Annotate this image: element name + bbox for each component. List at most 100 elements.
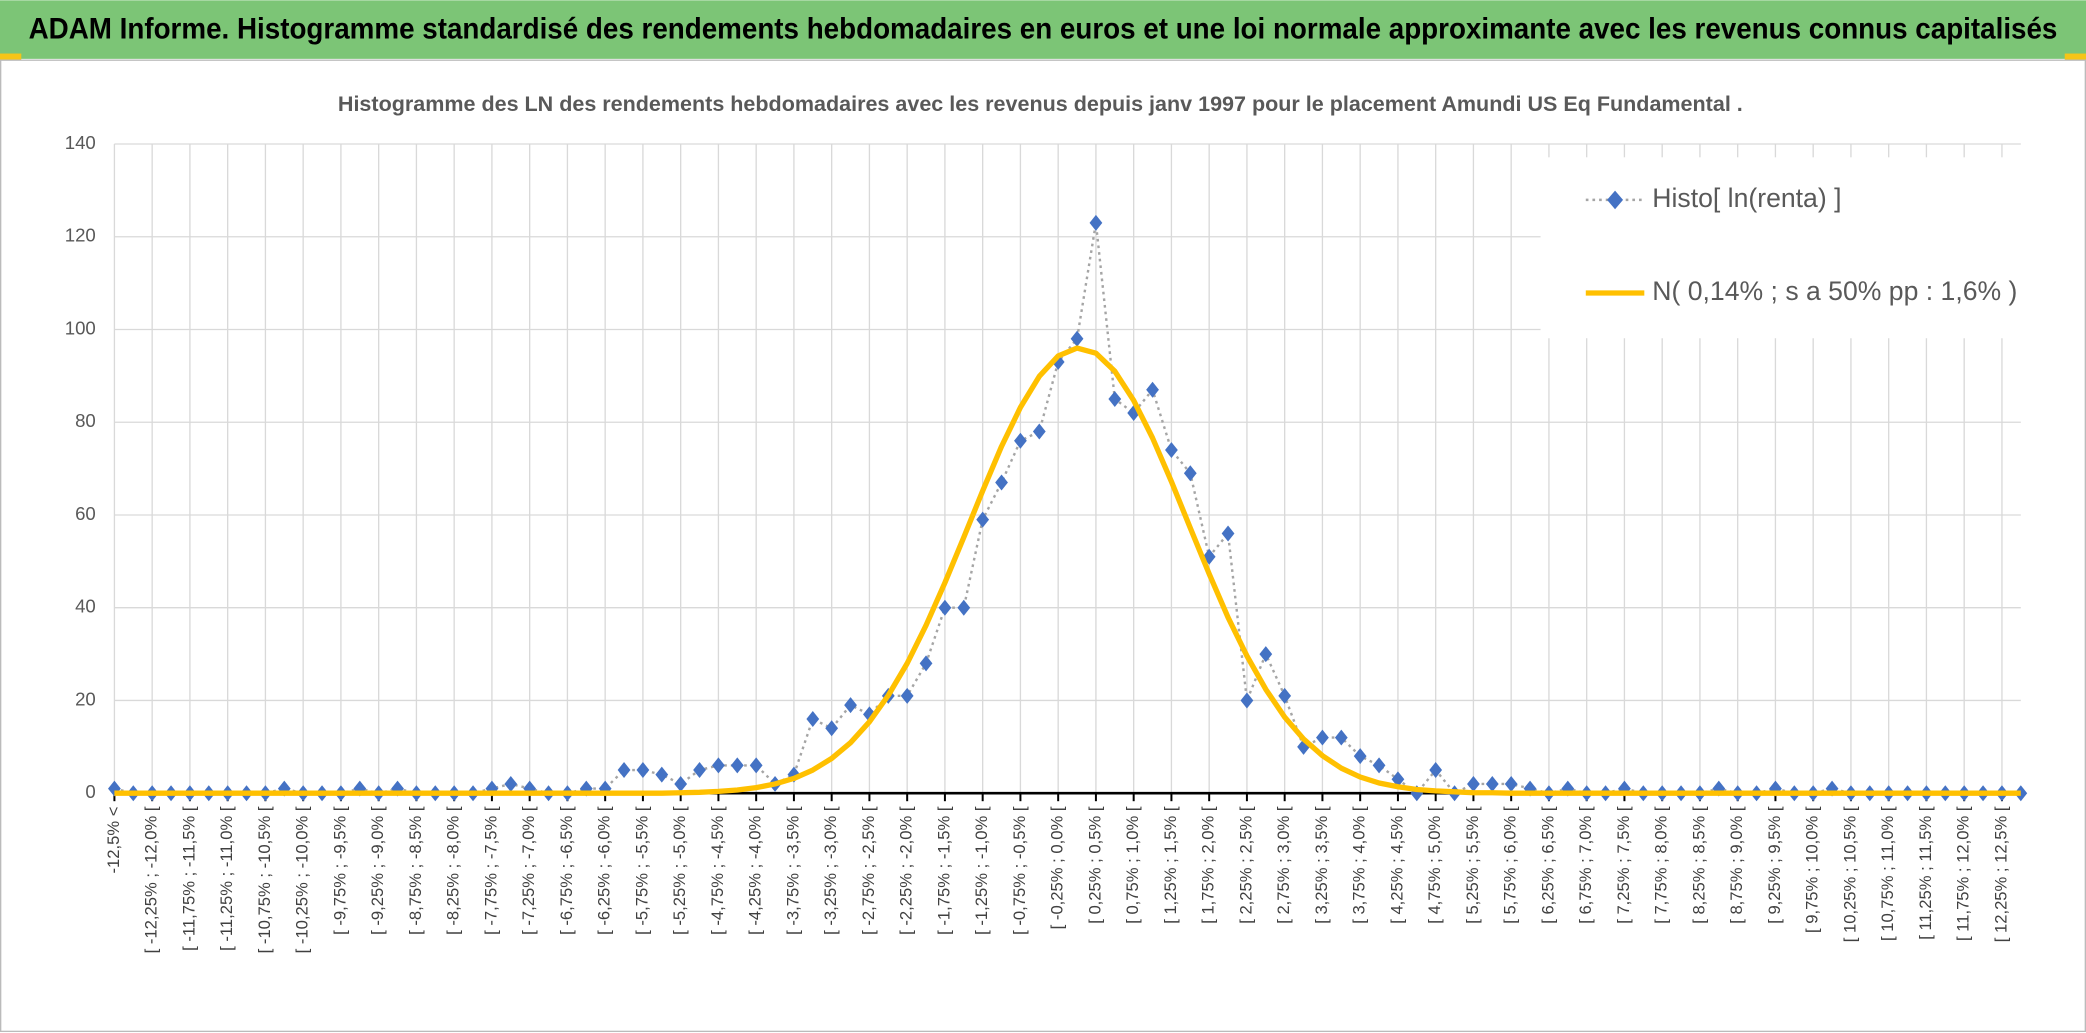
x-tick-label: [ 11,75% ; 12,0% [ [1954, 806, 1973, 941]
chart-frame [0, 59, 2086, 1033]
x-tick-label: [ -9,25% ; -9,0% [ [368, 806, 387, 935]
y-tick-label: 120 [65, 225, 96, 246]
data-point [617, 762, 631, 779]
data-point [636, 762, 650, 779]
x-tick-label: [ -10,75% ; -10,5% [ [255, 806, 274, 953]
y-tick-label: 0 [85, 781, 95, 802]
x-tick-label: [ 3,75% ; 4,0% [ [1350, 806, 1369, 924]
x-tick-label: [ -1,75% ; -1,5% [ [934, 806, 953, 935]
x-tick-label: [ -10,25% ; -10,0% [ [293, 806, 312, 953]
x-tick-label: [ -6,25% ; -6,0% [ [595, 806, 614, 935]
x-tick-label: [ 0,75% ; 1,0% [ [1123, 806, 1142, 924]
data-point [1504, 775, 1518, 792]
series-line [114, 345, 2021, 796]
data-point [995, 474, 1008, 491]
x-tick-label: [ 5,75% ; 6,0% [ [1501, 806, 1520, 924]
data-point [693, 762, 706, 779]
x-tick-label: [ 10,75% ; 11,0% [ [1878, 806, 1897, 941]
legend-marker [1607, 190, 1624, 210]
data-point [1316, 729, 1329, 746]
x-tick-label: [ -3,75% ; -3,5% [ [783, 806, 802, 935]
data-point [1372, 757, 1386, 774]
data-point [1278, 687, 1292, 704]
x-tick-label: [ -2,25% ; -2,0% [ [897, 806, 916, 935]
data-point [1089, 214, 1103, 231]
x-tick-label: [ 9,75% ; 10,0% [ [1803, 806, 1822, 933]
y-tick-label: 20 [75, 688, 96, 709]
data-point [806, 711, 820, 728]
x-tick-label: [ 1,75% ; 2,0% [ [1199, 806, 1218, 924]
x-tick-label: [ 6,25% ; 6,5% [ [1538, 806, 1557, 924]
y-tick-label: 40 [75, 596, 96, 617]
x-tick-label: [ -7,75% ; -7,5% [ [481, 806, 500, 935]
x-tick-label: [ 5,25% ; 5,5% [ [1463, 806, 1482, 924]
legend-label: Histo[ ln(renta) ] [1652, 183, 1841, 213]
legend-box [1540, 157, 2023, 339]
data-point [712, 757, 725, 774]
data-point [1485, 775, 1499, 792]
x-tick-label: [ -8,25% ; -8,0% [ [444, 806, 463, 935]
x-tick-label: [ -11,75% ; -11,5% [ [179, 806, 198, 951]
x-tick-label: [ 8,75% ; 9,0% [ [1727, 806, 1746, 924]
data-point [1334, 729, 1348, 746]
x-tick-label: [ 11,25% ; 11,5% [ [1916, 806, 1935, 940]
data-point [1467, 775, 1480, 792]
data-point [1165, 442, 1178, 459]
data-point [1221, 525, 1235, 542]
x-tick-label: [ -7,25% ; -7,0% [ [519, 806, 538, 935]
x-tick-label: [ 7,25% ; 7,5% [ [1614, 806, 1633, 924]
x-tick-label: [ -0,75% ; -0,5% [ [1010, 806, 1029, 935]
y-tick-label: 140 [65, 132, 96, 153]
x-tick-label: [ 0,25% ; 0,5% [ [1085, 806, 1104, 924]
data-point [1032, 423, 1046, 440]
data-point [1429, 762, 1443, 779]
data-point [1353, 748, 1367, 765]
x-tick-label: [ -11,25% ; -11,0% [ [217, 806, 236, 951]
data-point [1183, 465, 1197, 482]
corner-mark [2064, 53, 2086, 61]
data-point [1108, 391, 1122, 408]
x-tick-label: [ -2,75% ; -2,5% [ [859, 806, 878, 935]
x-tick-label: [ -1,25% ; -1,0% [ [972, 806, 991, 935]
data-point [957, 599, 971, 616]
x-tick-label: [ 4,75% ; 5,0% [ [1425, 806, 1444, 924]
x-tick-label: [ -9,75% ; -9,5% [ [330, 806, 349, 935]
x-tick-label: [ 4,25% ; 4,5% [ [1387, 806, 1406, 924]
x-tick-label: [ -4,25% ; -4,0% [ [746, 806, 765, 935]
x-tick-label: [ 12,25% ; 12,5% [ [1991, 806, 2010, 942]
corner-mark [0, 53, 22, 61]
x-tick-label: [ -6,75% ; -6,5% [ [557, 806, 576, 935]
x-tick-label: [ 9,25% ; 9,5% [ [1765, 806, 1784, 924]
x-tick-label: [ 6,75% ; 7,0% [ [1576, 806, 1595, 924]
x-tick-label: [ 8,25% ; 8,5% [ [1689, 806, 1708, 924]
x-tick-label: [ 1,25% ; 1,5% [ [1161, 806, 1180, 924]
legend-label: N( 0,14% ; s a 50% pp : 1,6% ) [1652, 276, 2017, 306]
data-point [1259, 646, 1273, 663]
data-point [1391, 771, 1405, 788]
chart-title: Histogramme des LN des rendements hebdom… [338, 92, 1743, 116]
data-point [277, 780, 291, 797]
header-title: ADAM Informe. Histogramme standardisé de… [29, 14, 2058, 46]
x-tick-label: [ -5,75% ; -5,5% [ [632, 806, 651, 935]
x-tick-label: [ -3,25% ; -3,0% [ [821, 806, 840, 935]
data-point [749, 757, 763, 774]
data-point [787, 766, 801, 783]
x-tick-label: [ -5,25% ; -5,0% [ [670, 806, 689, 935]
y-tick-label: 60 [75, 503, 96, 524]
data-point [1240, 692, 1254, 709]
y-tick-label: 80 [75, 410, 96, 431]
data-point [504, 775, 518, 792]
x-tick-label: [ -12,25% ; -12,0% [ [142, 806, 161, 953]
data-point [730, 757, 744, 774]
x-tick-label: [ 2,75% ; 3,0% [ [1274, 806, 1293, 924]
x-tick-label: [ 2,25% ; 2,5% [ [1236, 806, 1255, 924]
x-tick-label: [ -4,75% ; -4,5% [ [708, 806, 727, 935]
x-tick-label: [ 7,75% ; 8,0% [ [1652, 806, 1671, 924]
x-tick-label: -12,5% < [104, 807, 123, 874]
header-band [0, 0, 2086, 59]
data-point [976, 511, 990, 528]
data-point [674, 775, 688, 792]
data-point [655, 766, 669, 783]
